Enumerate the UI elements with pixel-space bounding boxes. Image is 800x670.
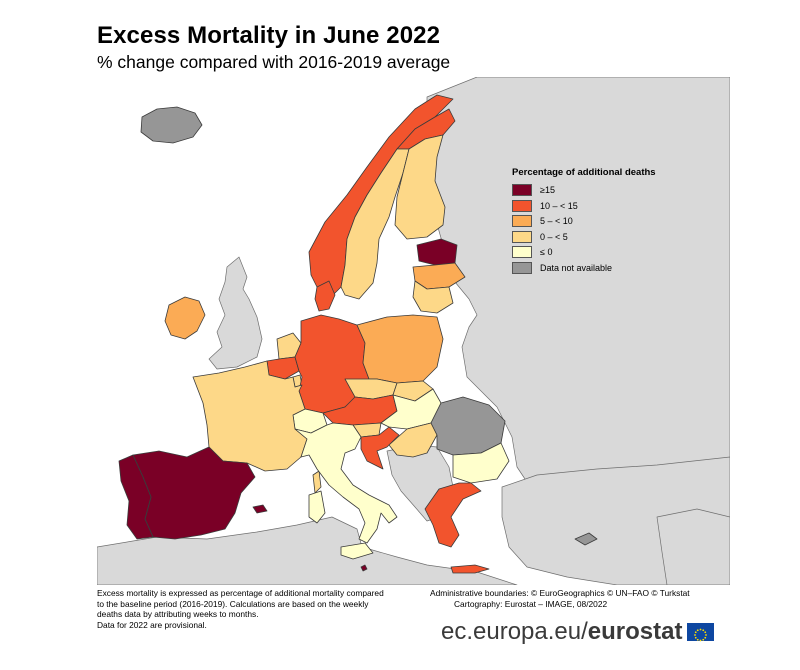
legend-label: 0 – < 5: [540, 231, 568, 242]
eu-star: [702, 638, 705, 641]
eu-star: [700, 628, 702, 631]
levant-land: [656, 508, 730, 585]
legend-item: ≥15: [512, 183, 692, 197]
legend-title: Percentage of additional deaths: [512, 167, 656, 178]
eu-star: [695, 631, 698, 634]
legend-item: 10 – < 15: [512, 199, 692, 213]
eu-star: [705, 634, 708, 636]
credits-boundaries: Administrative boundaries: © EuroGeograp…: [430, 588, 690, 598]
country-balearic: [252, 504, 268, 514]
legend-swatch: [512, 199, 532, 212]
map-title: Excess Mortality in June 2022: [97, 22, 441, 49]
legend-item: ≤ 0: [512, 245, 692, 259]
country-corsica: [312, 470, 322, 494]
country-sicily: [340, 542, 374, 560]
footnote-line: Data for 2022 are provisional.: [97, 619, 207, 630]
country-crete: [450, 564, 490, 574]
country-iceland: [140, 106, 203, 144]
legend-item: Data not available: [512, 261, 692, 275]
eu-star: [704, 631, 707, 634]
eu-star: [697, 638, 700, 641]
legend-swatch: [512, 230, 532, 243]
legend-label: ≥15: [540, 185, 555, 195]
non-member-land: [97, 77, 730, 585]
legend-item: 0 – < 5: [512, 230, 692, 244]
eu-star: [697, 629, 700, 632]
country-cyprus: [574, 532, 598, 546]
country-greece: [424, 482, 482, 548]
footnote-line: deaths data by attributing weeks to mont…: [97, 609, 259, 620]
uk-land: [208, 256, 263, 370]
footnote-line: Excess mortality is expressed as percent…: [97, 588, 384, 598]
country-sardinia: [308, 490, 326, 524]
eu-star: [700, 639, 702, 642]
legend-swatch: [512, 246, 532, 258]
eu-star: [702, 629, 705, 632]
eu-star: [694, 634, 697, 636]
country-poland: [356, 314, 444, 384]
europe-map: [97, 77, 730, 585]
eu-stars: [694, 628, 708, 642]
eu-star: [695, 636, 698, 639]
legend: Percentage of additional deaths ≥15 10 –…: [512, 167, 692, 276]
eu-flag-icon: [687, 623, 715, 642]
country-italy: [294, 422, 398, 544]
eurostat-brand[interactable]: ec.europa.eu/eurostat: [441, 618, 715, 646]
country-finland: [394, 134, 446, 240]
legend-label: 10 – < 15: [540, 200, 578, 211]
country-croatia: [360, 426, 400, 470]
country-denmark: [314, 280, 336, 312]
country-ireland: [164, 296, 206, 340]
country-polygons: [118, 94, 598, 574]
legend-swatch: [512, 261, 532, 274]
footnote: Excess mortality is expressed as percent…: [97, 588, 427, 630]
country-lithuania: [412, 280, 454, 314]
credits-cartography: Cartography: Eurostat – IMAGE, 08/2022: [454, 598, 608, 609]
legend-swatch: [512, 215, 532, 227]
legend-label: 5 – < 10: [540, 216, 573, 226]
brand-url-prefix: ec.europa.eu/: [441, 618, 588, 645]
eu-star: [704, 636, 707, 639]
legend-label: Data not available: [540, 262, 613, 273]
country-serbia-area: [388, 422, 438, 458]
legend-swatch: [512, 184, 532, 196]
legend-item: 5 – < 10: [512, 214, 692, 228]
country-bulgaria: [452, 442, 510, 484]
country-sweden: [340, 148, 410, 300]
footnote-line: to the baseline period (2016-2019). Calc…: [97, 598, 369, 609]
map-subtitle: % change compared with 2016-2019 average: [97, 52, 451, 72]
legend-label: ≤ 0: [540, 247, 553, 257]
credits: Administrative boundaries: © EuroGeograp…: [430, 588, 735, 609]
country-malta: [360, 564, 368, 572]
brand-name: eurostat: [587, 618, 683, 645]
